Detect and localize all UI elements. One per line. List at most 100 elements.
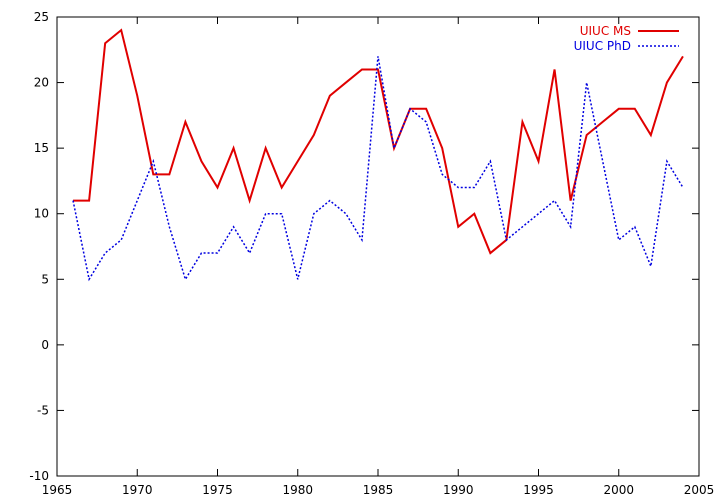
data-point	[586, 134, 588, 136]
y-tick-label: 10	[34, 207, 49, 221]
data-point	[120, 29, 122, 31]
y-tick-label: -5	[37, 403, 49, 417]
data-point	[361, 239, 363, 241]
data-point	[233, 226, 235, 228]
data-point	[136, 200, 138, 202]
data-point	[185, 278, 187, 280]
y-tick-label: 5	[41, 272, 49, 286]
data-point	[104, 252, 106, 254]
data-point	[201, 252, 203, 254]
data-point	[441, 147, 443, 149]
data-point	[281, 213, 283, 215]
data-point	[490, 252, 492, 254]
data-point	[217, 252, 219, 254]
data-point	[554, 69, 556, 71]
data-point	[249, 252, 251, 254]
series-lines	[72, 28, 684, 282]
x-tick-label: 1965	[42, 483, 73, 497]
data-point	[441, 174, 443, 176]
x-tick-label: 1970	[122, 483, 153, 497]
data-point	[666, 82, 668, 84]
data-point	[265, 213, 267, 215]
data-point	[457, 226, 459, 228]
data-point	[169, 174, 171, 176]
data-point	[345, 82, 347, 84]
data-point	[682, 56, 684, 58]
data-point	[666, 160, 668, 162]
data-point	[457, 187, 459, 189]
data-point	[169, 226, 171, 228]
data-point	[329, 95, 331, 97]
y-tick-label: 20	[34, 76, 49, 90]
data-point	[265, 147, 267, 149]
data-point	[522, 226, 524, 228]
x-tick-label: 2005	[684, 483, 715, 497]
series-line	[72, 56, 684, 282]
data-point	[297, 160, 299, 162]
data-point	[506, 239, 508, 241]
data-point	[474, 213, 476, 215]
data-point	[650, 134, 652, 136]
data-point	[393, 147, 395, 149]
data-point	[88, 278, 90, 280]
data-point	[281, 187, 283, 189]
data-point	[634, 226, 636, 228]
data-point	[153, 174, 155, 176]
y-tick-label: 0	[41, 338, 49, 352]
data-point	[570, 226, 572, 228]
data-point	[425, 108, 427, 110]
data-point	[104, 42, 106, 44]
x-tick-label: 1995	[523, 483, 554, 497]
data-point	[650, 265, 652, 267]
data-point	[136, 95, 138, 97]
data-point	[88, 200, 90, 202]
x-tick-label: 1990	[443, 483, 474, 497]
axis-ticks	[56, 16, 700, 477]
data-point	[120, 239, 122, 241]
data-point	[474, 187, 476, 189]
data-point	[538, 213, 540, 215]
data-point	[425, 121, 427, 123]
data-point	[377, 56, 379, 58]
data-point	[345, 213, 347, 215]
data-point	[602, 121, 604, 123]
data-point	[361, 69, 363, 71]
x-tick-label: 1980	[282, 483, 313, 497]
data-point	[634, 108, 636, 110]
y-tick-label: -10	[29, 469, 49, 483]
data-point	[185, 121, 187, 123]
data-point	[313, 213, 315, 215]
data-point	[409, 108, 411, 110]
data-point	[490, 160, 492, 162]
data-point	[538, 160, 540, 162]
x-tick-label: 1975	[202, 483, 233, 497]
data-point	[233, 147, 235, 149]
series-line	[73, 28, 684, 255]
x-tick-label: 1985	[363, 483, 394, 497]
data-point	[618, 239, 620, 241]
plot-frame	[56, 16, 700, 477]
data-point	[329, 200, 331, 202]
data-point	[72, 200, 74, 202]
data-point	[554, 200, 556, 202]
data-point	[153, 160, 155, 162]
y-tick-label: 25	[34, 10, 49, 24]
data-point	[586, 82, 588, 84]
data-point	[217, 187, 219, 189]
y-tick-label: 15	[34, 141, 49, 155]
x-tick-label: 2000	[603, 483, 634, 497]
data-point	[249, 200, 251, 202]
data-point	[682, 187, 684, 189]
data-point	[297, 278, 299, 280]
data-point	[201, 160, 203, 162]
data-point	[313, 134, 315, 136]
data-point	[522, 121, 524, 123]
legend-label: UIUC MS	[580, 24, 631, 38]
axis-tick-labels: -10 -5 0 5 10 15 20 25 1965 1970 1975 1980 1985 1990 1…	[29, 10, 714, 497]
data-point	[602, 160, 604, 162]
legend-label: UIUC PhD	[574, 39, 631, 53]
data-point	[570, 200, 572, 202]
data-point	[618, 108, 620, 110]
